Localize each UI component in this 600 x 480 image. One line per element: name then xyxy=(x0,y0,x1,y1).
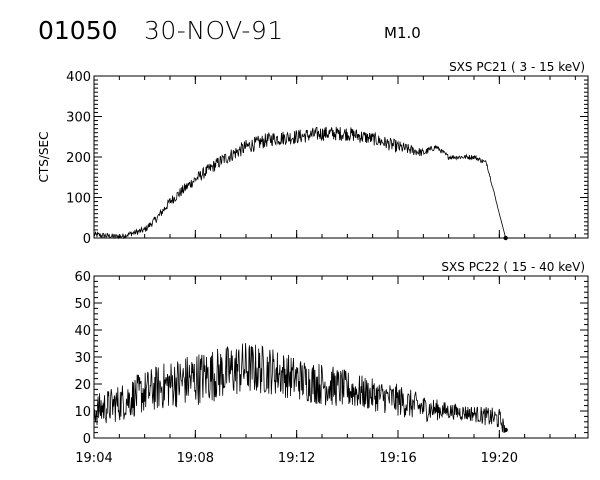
flare-class: M1.0 xyxy=(384,24,421,42)
chart-panel-1: SXS PC21 ( 3 - 15 keV) CTS/SEC 0 100 200 300 4… xyxy=(37,60,589,247)
y-tick-label: 30 xyxy=(74,351,91,366)
x-tick-label: 19:04 xyxy=(75,451,112,466)
plot-frame xyxy=(93,75,589,239)
y-tick-label: 0 xyxy=(83,432,91,447)
y-tick-label: 200 xyxy=(66,151,91,166)
plot-frame xyxy=(93,275,589,439)
y-tick-label: 60 xyxy=(74,270,91,285)
series-end-point xyxy=(503,427,508,433)
y-tick-label: 0 xyxy=(83,232,91,247)
event-date: 30-NOV-91 xyxy=(144,16,284,45)
y-tick-label: 50 xyxy=(74,297,91,312)
y-tick-label: 10 xyxy=(74,405,91,420)
series-line-1 xyxy=(93,126,506,240)
x-tick-label: 19:20 xyxy=(481,451,518,466)
chart-title: SXS PC22 ( 15 - 40 keV) xyxy=(441,260,585,274)
y-tick-label: 400 xyxy=(66,70,91,85)
y-tick-label: 300 xyxy=(66,111,91,126)
y-axis-label: CTS/SEC xyxy=(37,132,51,183)
chart-panel-2: SXS PC22 ( 15 - 40 keV) 0 10 20 30 40 50 60 19:0… xyxy=(74,260,589,466)
series-end-point xyxy=(503,235,508,241)
x-tick-label: 19:16 xyxy=(379,451,416,466)
x-tick-label: 19:08 xyxy=(177,451,214,466)
series-line-1 xyxy=(93,343,506,433)
event-id: 01050 xyxy=(38,16,118,45)
chart-title: SXS PC21 ( 3 - 15 keV) xyxy=(449,60,585,74)
y-tick-label: 100 xyxy=(66,192,91,207)
y-tick-label: 20 xyxy=(74,378,91,393)
x-tick-label: 19:12 xyxy=(278,451,315,466)
y-tick-label: 40 xyxy=(74,324,91,339)
